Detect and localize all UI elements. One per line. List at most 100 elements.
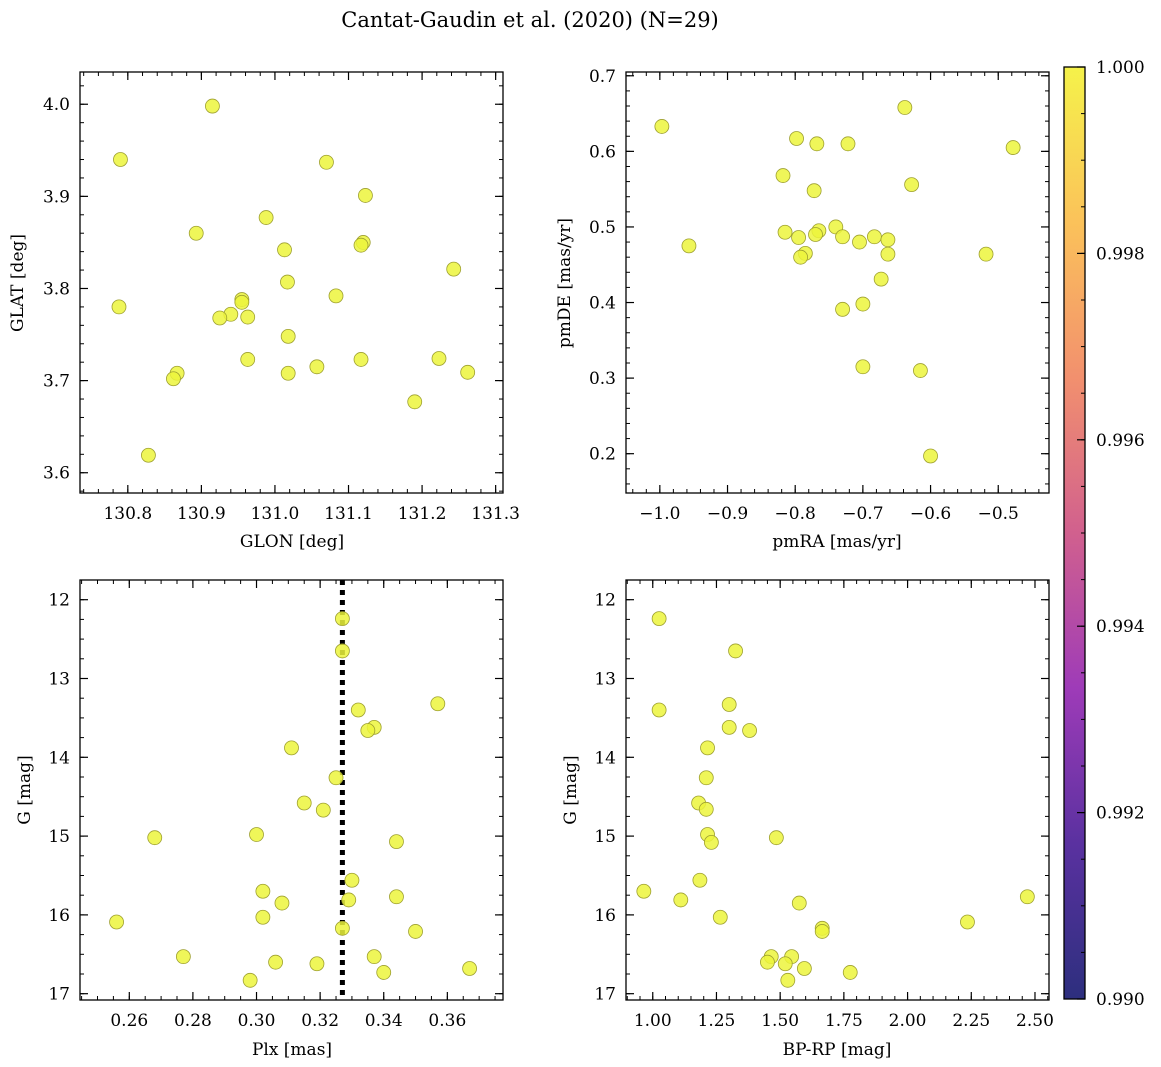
y-tick-label: 12 [48,591,70,611]
y-tick-label: 17 [594,985,616,1005]
data-point [175,949,191,965]
x-tick-label: 1.00 [634,1011,672,1031]
data-point [280,328,296,344]
x-axis-label: Plx [mas] [252,1040,332,1060]
data-point [296,795,312,811]
data-point [777,956,793,972]
data-point [809,136,825,152]
data-point [855,359,871,375]
data-point [698,770,714,786]
y-tick-label: 14 [594,748,616,768]
data-point [350,702,366,718]
x-tick-label: 0.28 [174,1011,212,1031]
data-point [280,365,296,381]
data-point [742,723,757,738]
data-point [234,294,250,310]
data-point [960,914,975,930]
data-point [268,954,283,970]
data-point [407,394,423,410]
data-point [651,611,667,627]
data-point [319,154,334,170]
scatter-panel-2: −1.0 −0.9 −0.8 −0.7 −0.6 −0.5 0.2 0.3 0.4 0.5 0.6 0… [555,67,1050,552]
x-tick-label: −1.0 [639,504,680,524]
y-tick-label: 15 [594,827,616,847]
y-axis-label: G [mag] [561,755,581,824]
data-point [780,972,796,988]
x-tick-label: 131.0 [251,504,300,524]
data-point [113,152,128,167]
x-tick-label: 131.2 [398,504,447,524]
axes-frame [79,579,504,1001]
data-point [768,830,784,846]
x-axis-label: BP-RP [mag] [783,1040,892,1060]
x-tick-label: −0.6 [910,504,951,524]
data-point [431,351,447,366]
data-point [446,261,462,277]
data-point [284,740,299,756]
data-point [309,359,325,375]
data-point [353,237,369,253]
x-tick-label: 1.50 [761,1011,799,1031]
x-tick-label: 0.36 [428,1011,466,1031]
scatter-panel-4: 1.00 1.25 1.50 1.75 2.00 2.25 2.50 12 13 14 15 16 17… [561,579,1054,1060]
colorbar-tick-label: 0.992 [1096,804,1145,824]
data-point [328,770,344,786]
colorbar-tick-label: 0.998 [1096,244,1145,264]
x-tick-label: 0.26 [110,1011,148,1031]
x-tick-label: −0.5 [978,504,1019,524]
data-point [111,299,127,315]
data-point [274,895,290,911]
data-point [793,249,809,265]
data-point [681,238,697,254]
x-tick-label: 0.32 [301,1011,339,1031]
data-point [700,740,715,756]
y-tick-label: 0.4 [589,294,616,314]
figure-title: Cantat-Gaudin et al. (2020) (N=29) [341,8,719,32]
data-point [462,961,478,976]
data-point [1019,889,1035,905]
data-point [166,371,181,387]
data-point [460,364,476,380]
data-point [360,723,376,738]
data-point [109,914,124,930]
data-point [376,965,392,980]
y-tick-label: 17 [48,985,70,1005]
data-point [673,892,689,908]
data-point [277,242,292,258]
data-point [835,301,850,317]
data-point [692,872,708,888]
data-point [651,702,667,718]
data-point [255,909,271,925]
data-point [835,229,850,245]
axes-frame [625,71,1050,494]
colorbar: 0.990 0.992 0.994 0.996 0.998 1.000 [1063,58,1145,1010]
data-point [366,949,382,965]
data-point [430,696,446,712]
y-tick-label: 4.0 [43,95,70,115]
data-point [775,168,791,183]
y-tick-label: 0.3 [589,369,616,389]
y-tick-label: 0.6 [589,142,616,162]
x-tick-label: 2.25 [952,1011,990,1031]
data-point [636,883,652,899]
x-tick-label: 131.1 [324,504,373,524]
data-point [855,296,871,312]
data-point [141,447,156,463]
data-point [389,889,404,905]
data-point [242,972,258,988]
data-point [280,274,295,290]
axes-frame [79,71,504,494]
data-point [315,802,331,818]
x-tick-label: 130.9 [177,504,226,524]
data-point [188,225,204,241]
y-axis-label: G [mag] [15,755,35,824]
y-tick-label: 16 [48,906,70,926]
data-point [913,363,928,378]
y-tick-label: 3.9 [43,187,70,207]
data-point [852,234,867,250]
data-point [1005,140,1021,155]
data-point [147,830,163,846]
data-point [712,909,728,925]
data-point [791,895,807,911]
y-tick-label: 3.6 [43,464,70,484]
